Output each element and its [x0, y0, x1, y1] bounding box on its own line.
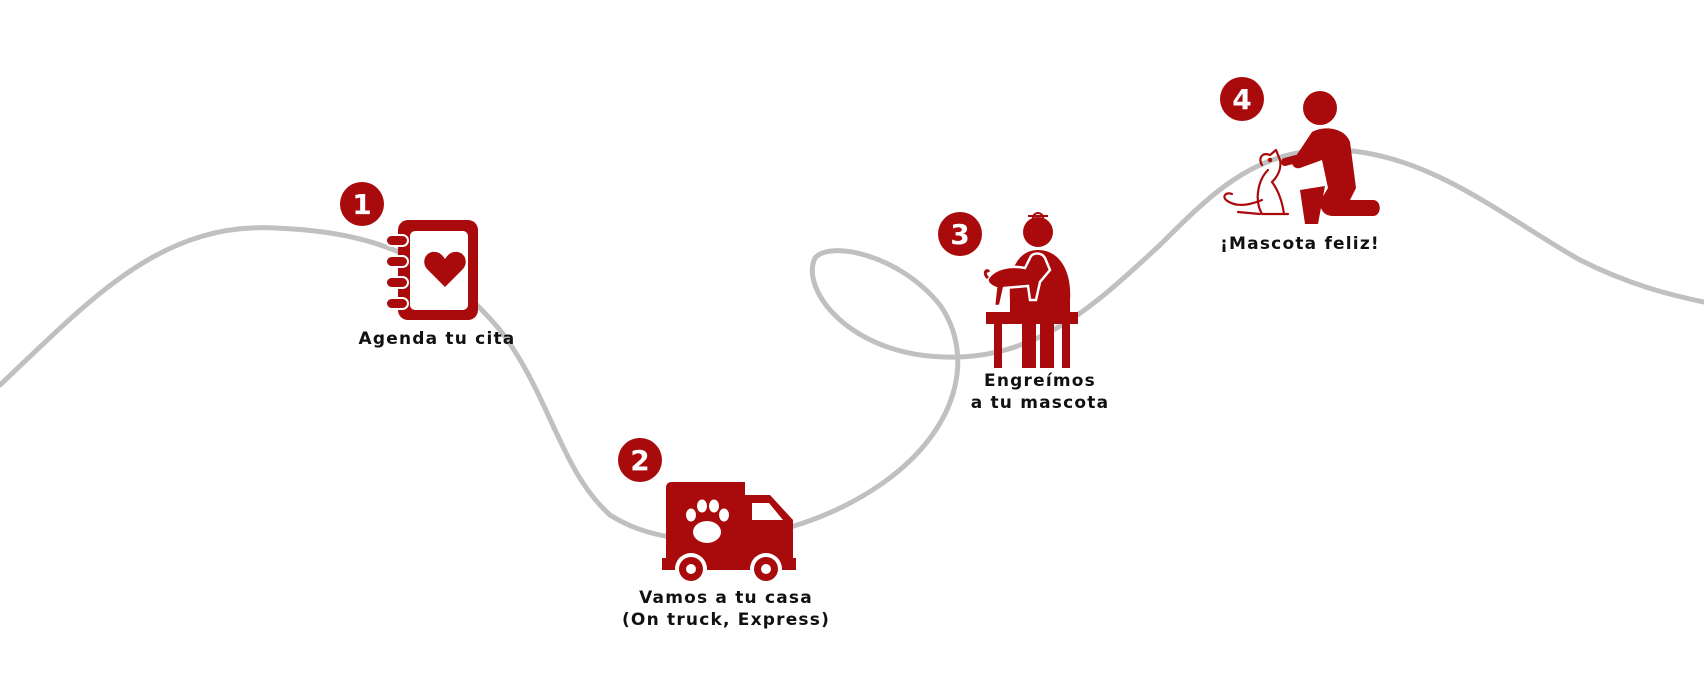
step-1-label: Agenda tu cita	[352, 328, 522, 350]
step-4-label: ¡Mascota feliz!	[1210, 233, 1390, 255]
step-2-label: Vamos a tu casa (On truck, Express)	[616, 587, 836, 631]
step-4: 4	[1220, 77, 1380, 224]
step-3-number-badge	[938, 212, 982, 256]
step-3-number: 3	[950, 218, 969, 251]
step-1-number-badge	[340, 182, 384, 226]
step-4-number-badge	[1220, 77, 1264, 121]
step-2: 2	[618, 438, 796, 585]
step-1: 1	[340, 182, 478, 320]
appointment-book-heart-icon	[385, 220, 478, 320]
pet-truck-icon	[662, 482, 796, 585]
step-3-label: Engreímos a tu mascota	[950, 370, 1130, 414]
step-4-number: 4	[1232, 83, 1251, 116]
step-3-label-line-2: a tu mascota	[970, 393, 1110, 413]
step-2-label-line-1: Vamos a tu casa	[639, 588, 813, 608]
step-4-label-line-1: ¡Mascota feliz!	[1220, 234, 1380, 254]
step-2-number-badge	[618, 438, 662, 482]
step-1-label-line-1: Agenda tu cita	[358, 329, 516, 349]
step-1-number: 1	[352, 188, 371, 221]
winding-path	[0, 147, 1704, 543]
person-petting-dog-icon	[1223, 91, 1380, 224]
veterinarian-grooming-icon	[983, 212, 1078, 368]
step-3: 3	[938, 212, 1078, 368]
step-2-label-line-2: (On truck, Express)	[621, 610, 831, 630]
step-3-label-line-1: Engreímos	[984, 371, 1096, 391]
step-2-number: 2	[630, 444, 649, 477]
